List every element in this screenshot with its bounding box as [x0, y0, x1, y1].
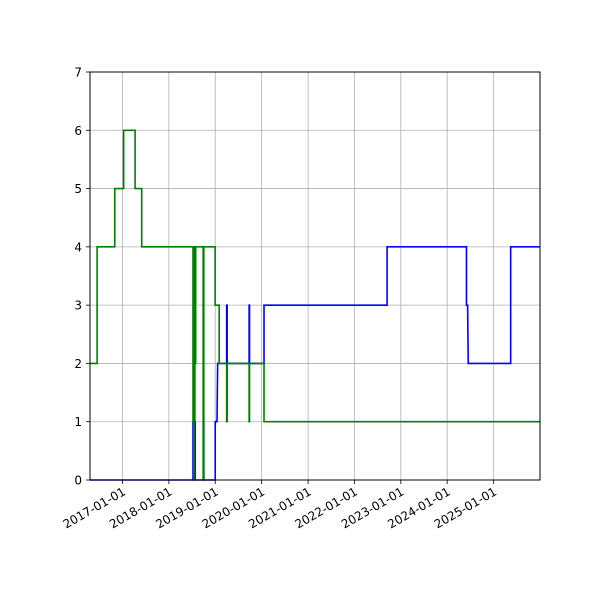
y-tick-label: 3 — [74, 299, 82, 313]
series-layer — [90, 129, 540, 481]
series-line-2 — [90, 129, 540, 481]
y-tick-label: 2 — [74, 357, 82, 371]
plot-frame — [89, 71, 541, 481]
y-tick-label: 4 — [74, 240, 82, 254]
y-tick-label: 1 — [74, 415, 82, 429]
y-tick-label: 7 — [74, 66, 82, 80]
y-axis: 0 1 2 3 4 5 6 7 — [74, 66, 90, 488]
y-tick-label: 5 — [74, 182, 82, 196]
y-tick-label: 6 — [74, 124, 82, 138]
y-tick-label: 0 — [74, 474, 82, 488]
